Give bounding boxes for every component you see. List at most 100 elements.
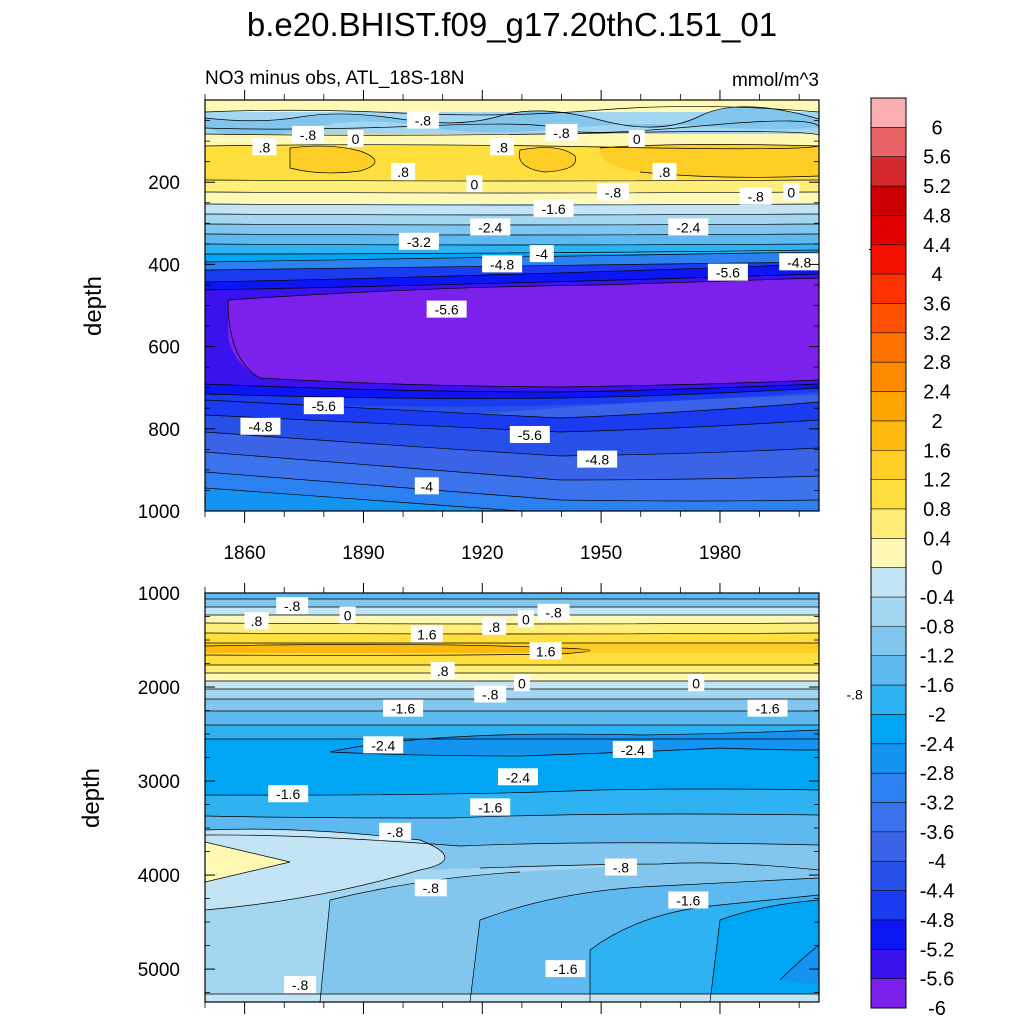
bottom-contour-label-text: 1.6 xyxy=(536,643,556,659)
bottom-contour-label: 0 xyxy=(688,674,705,692)
bottom-contour-label-text: -.8 xyxy=(846,687,863,703)
top-contour-label: -5.6 xyxy=(303,397,344,415)
top-subtitle-left: NO3 minus obs, ATL_18S-18N xyxy=(205,68,464,89)
top-contour-label-box xyxy=(739,187,772,205)
bottom-contour-label-box xyxy=(838,685,871,703)
bottom-contour-label-box xyxy=(497,768,538,786)
bottom-contour-label-box xyxy=(529,642,562,660)
bottom-contour-label-text: .8 xyxy=(251,613,263,629)
top-contour-label-text: -.8 xyxy=(605,184,622,200)
top-contour-label-box xyxy=(509,425,550,443)
bottom-y-axis-label: depth xyxy=(78,768,105,828)
top-contour-label-box xyxy=(252,138,277,156)
bottom-contour-label: 0 xyxy=(513,674,530,692)
colorbar-swatch xyxy=(871,450,906,481)
top-contour-label-box xyxy=(398,232,439,250)
colorbar-label: 2.4 xyxy=(923,382,951,404)
bottom-ytick-label: 5000 xyxy=(138,960,180,981)
top-contour-label-box xyxy=(426,300,467,318)
bottom-contour-label-box xyxy=(747,699,788,717)
top-contour-label-box xyxy=(414,477,439,495)
bottom-contour-label: -1.6 xyxy=(668,891,709,909)
bottom-contour-label: .8 xyxy=(482,617,507,635)
top-contour-label: .8 xyxy=(652,162,677,180)
top-contour-label: .8 xyxy=(252,138,277,156)
colorbar-swatch xyxy=(871,743,906,774)
bottom-contour-label: -1.6 xyxy=(747,699,788,717)
bottom-contour-label-text: -1.6 xyxy=(676,892,700,908)
top-contour-label-box xyxy=(466,175,483,193)
top-contour-label-text: -4 xyxy=(421,478,434,494)
top-contour-label: -5.6 xyxy=(426,300,467,318)
colorbar-label: -5.2 xyxy=(920,939,954,961)
top-contour-label-box xyxy=(628,130,645,148)
top-contour-lines xyxy=(205,106,819,511)
top-contour-label-box xyxy=(545,123,578,141)
colorbar-label: 3.6 xyxy=(923,293,951,315)
chart-title: b.e20.BHIST.f09_g17.20thC.151_01 xyxy=(247,6,777,43)
colorbar-frame xyxy=(870,97,907,1009)
top-contour-label-text: 0 xyxy=(787,184,795,200)
top-contour-label-box xyxy=(668,218,709,236)
top-contour-label-box xyxy=(707,263,748,281)
bottom-contour-label-text: -.8 xyxy=(292,977,309,993)
bottom-contour-labels: .8-.801.6.8 0 -.81.6.80-.80-.8-1.6 -1.6-2.4… xyxy=(244,597,871,994)
colorbar-swatch xyxy=(871,714,906,745)
top-contour-label-text: -.8 xyxy=(553,125,570,141)
colorbar-swatch xyxy=(871,685,906,715)
bottom-contour-label-box xyxy=(410,625,443,643)
bottom-contour-label-text: -.8 xyxy=(423,880,440,896)
colorbar-label: -4.8 xyxy=(920,910,954,932)
top-contour-label-text: 0 xyxy=(352,131,360,147)
top-contour-label: -4.8 xyxy=(240,417,281,435)
colorbar-label: 0.4 xyxy=(923,528,951,550)
colorbar-label: -2.4 xyxy=(920,734,954,756)
top-contour-label: .8 xyxy=(490,138,515,156)
colorbar-label: 4.8 xyxy=(923,205,951,227)
top-contour-label-box xyxy=(490,138,515,156)
top-contour-label: -2.4 xyxy=(470,218,511,236)
bottom-contour-label: -.8 xyxy=(838,685,871,703)
colorbar-swatch xyxy=(871,949,906,980)
bottom-contour-label-box xyxy=(470,798,511,816)
colorbar-swatch xyxy=(871,244,906,275)
bottom-contour-label: -.8 xyxy=(379,822,412,840)
bottom-contour-label: -.8 xyxy=(276,597,309,615)
colorbar-swatch xyxy=(871,831,906,862)
top-contour-label: 0 xyxy=(628,130,645,148)
top-contour-label: -3.2 xyxy=(398,232,439,250)
bottom-contour-label-box xyxy=(517,610,534,628)
top-contour-label: -5.6 xyxy=(707,263,748,281)
bottom-contour-label-box xyxy=(414,879,447,897)
top-contour-label-box xyxy=(533,199,574,217)
colorbar-label: -1.2 xyxy=(920,646,954,668)
bottom-contour-label-box xyxy=(668,891,709,909)
top-contour-label: -.8 xyxy=(545,123,578,141)
bottom-contour-label-text: -.8 xyxy=(613,860,630,876)
top-contour-label-text: -.8 xyxy=(415,113,432,129)
colorbar-swatch xyxy=(871,303,906,334)
bottom-contour-label: -2.4 xyxy=(612,741,653,759)
top-contour-label-text: -4 xyxy=(535,246,548,262)
top-contour-label-text: .8 xyxy=(397,164,409,180)
top-contour-label: .8 xyxy=(391,162,416,180)
top-contour-label-text: 0 xyxy=(633,131,641,147)
colorbar-swatch xyxy=(871,186,906,216)
colorbar-swatch xyxy=(871,332,906,363)
bottom-contour-label-box xyxy=(383,699,424,717)
top-contour-label-text: -.8 xyxy=(300,127,317,143)
bottom-contour-label-text: -.8 xyxy=(284,598,301,614)
bottom-contour-label-box xyxy=(276,597,309,615)
bottom-contour-label-box xyxy=(688,674,705,692)
top-contour-label: -1.6 xyxy=(533,199,574,217)
top-contour-label-box xyxy=(391,162,416,180)
bottom-contour-label: -.8 xyxy=(414,879,447,897)
bottom-contour-label-box xyxy=(612,741,653,759)
bottom-contour-label-box xyxy=(430,662,455,680)
bottom-panel: .8-.801.6.8 0 -.81.6.80-.80-.8-1.6 -1.6-2.4… xyxy=(78,583,871,1014)
xtick-label: 1890 xyxy=(342,543,384,564)
top-subtitle-right: mmol/m^3 xyxy=(732,70,819,91)
top-contour-label-box xyxy=(470,218,511,236)
bottom-ytick-label: 2000 xyxy=(138,678,180,699)
